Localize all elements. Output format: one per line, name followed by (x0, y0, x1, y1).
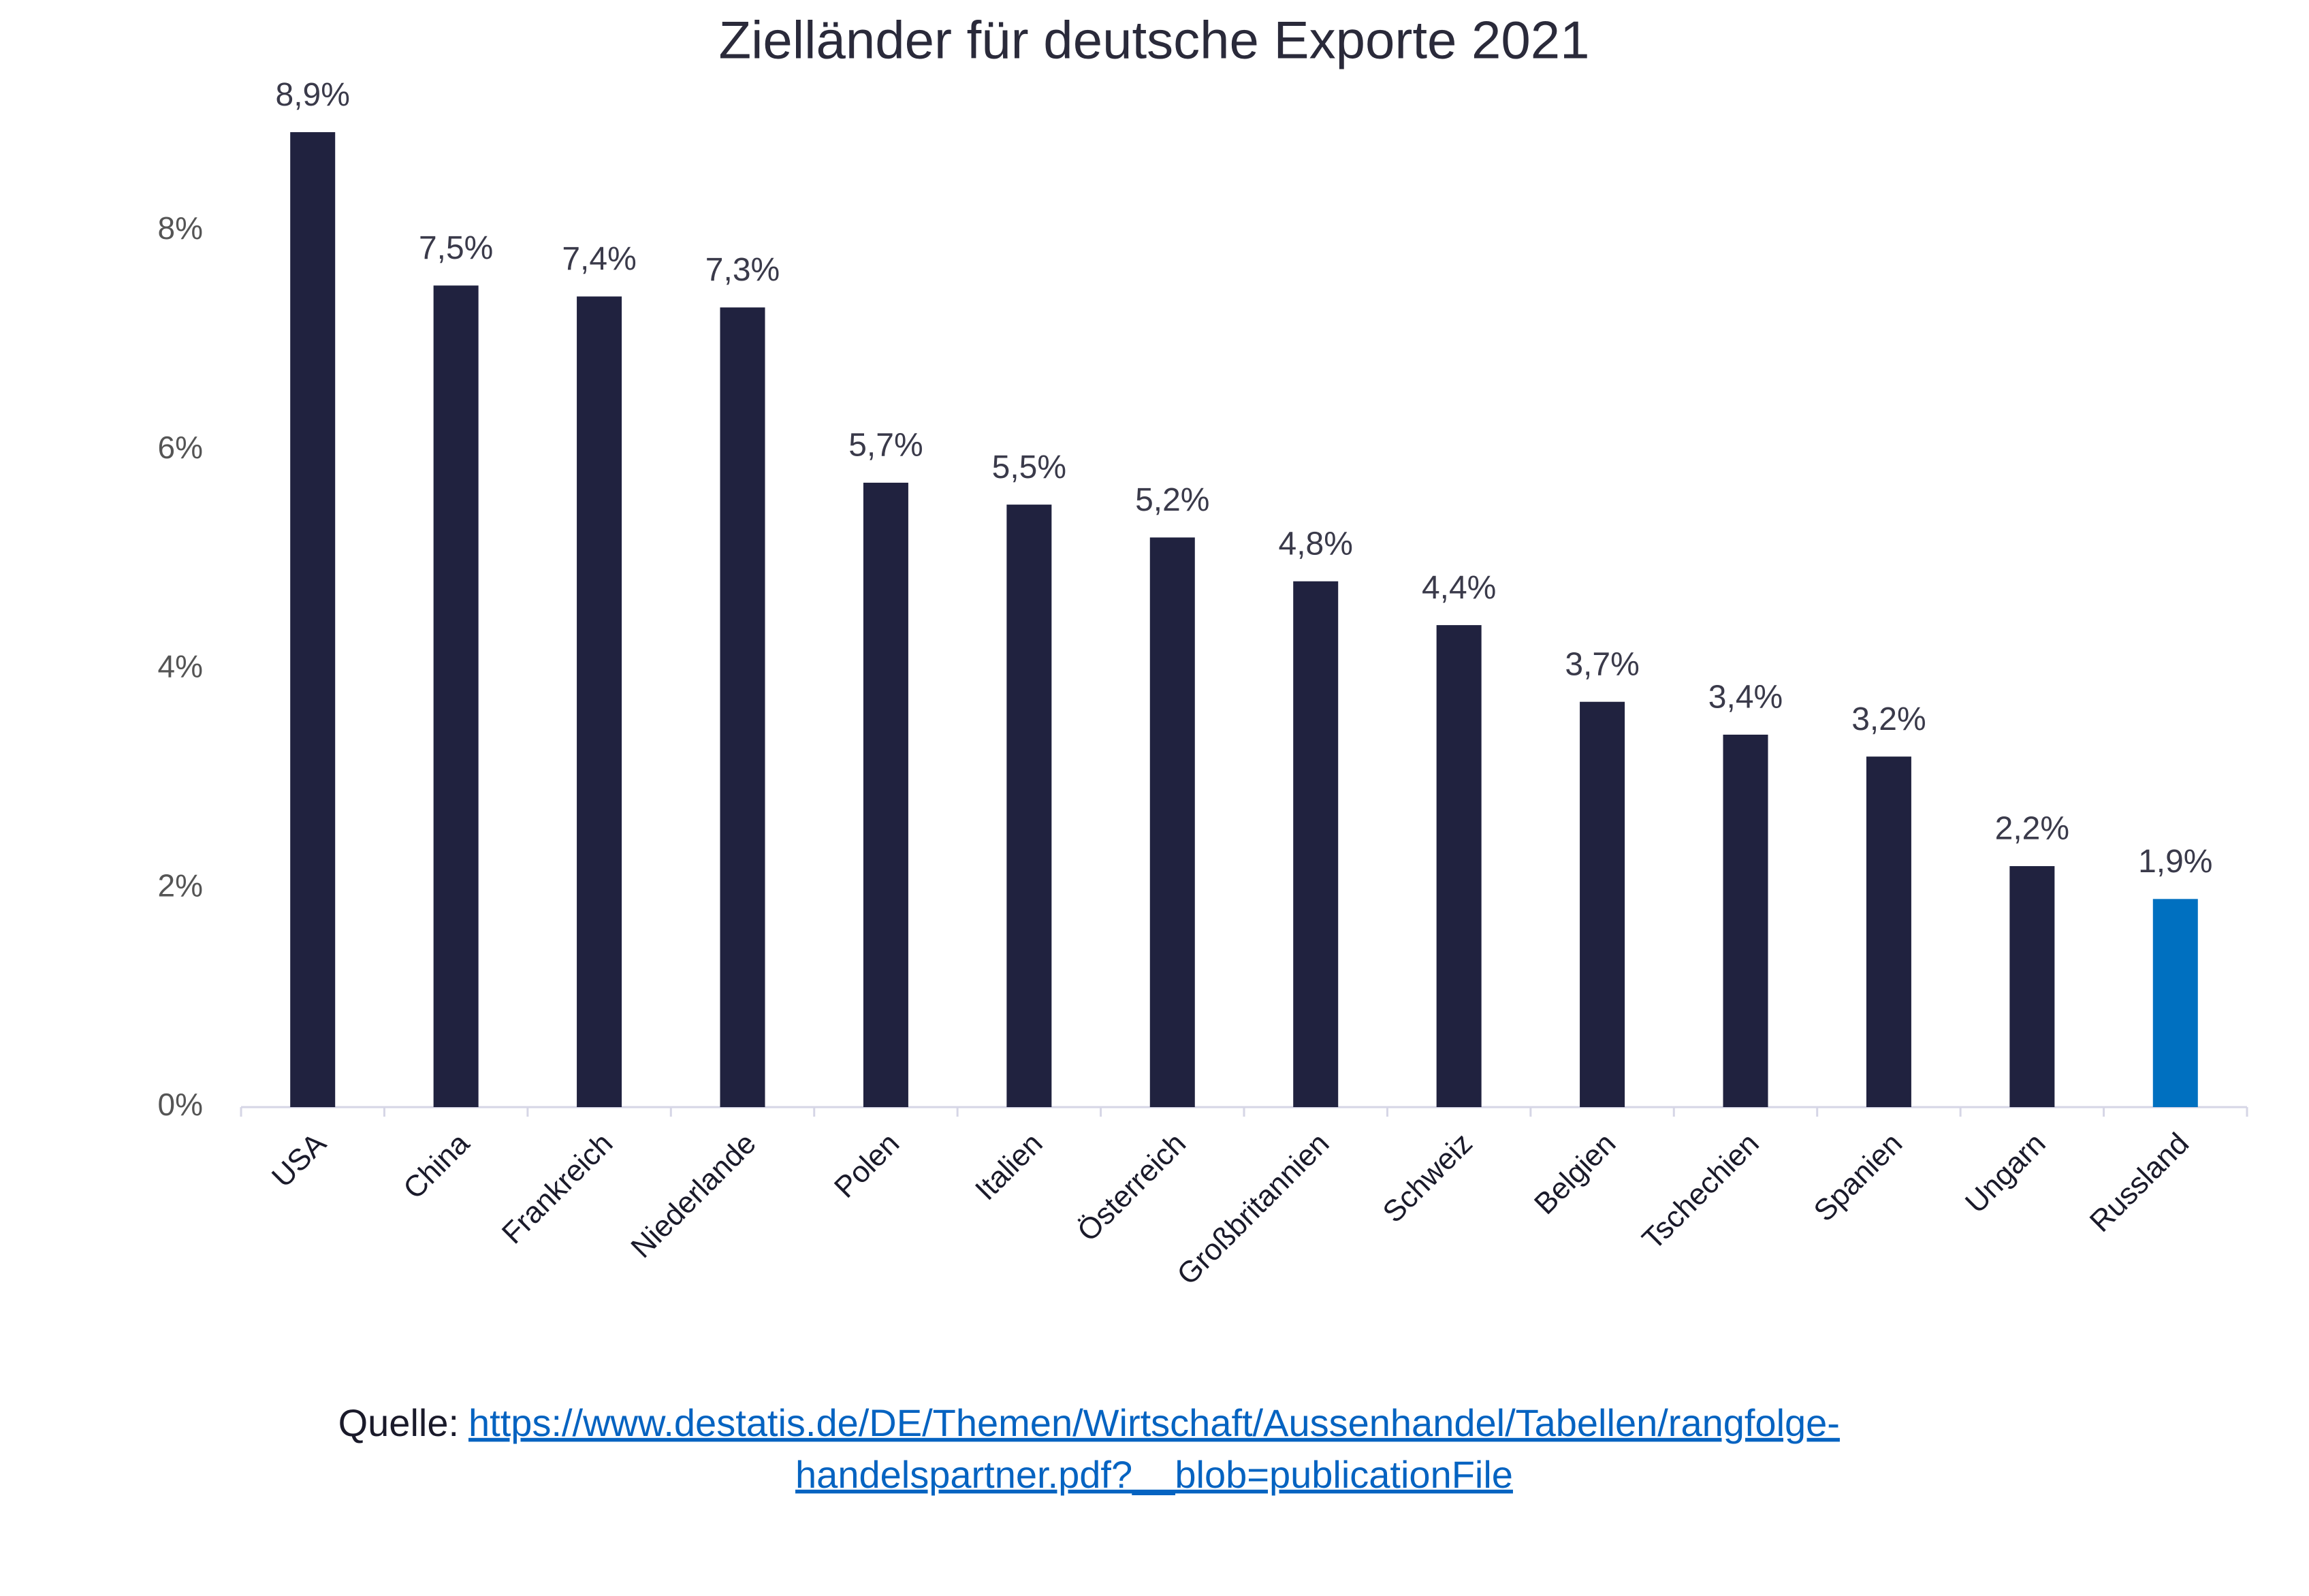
source-link[interactable]: handelspartner.pdf?__blob=publicationFil… (795, 1453, 1513, 1496)
value-label: 4,8% (1279, 526, 1353, 562)
chart-title: Zielländer für deutsche Exporte 2021 (718, 10, 1589, 70)
bar (290, 132, 336, 1108)
x-tick-label: Spanien (1807, 1127, 1909, 1228)
bar (1580, 701, 1625, 1107)
x-tick-label: Niederlande (624, 1127, 762, 1264)
bar (2009, 866, 2055, 1107)
value-label: 5,5% (992, 449, 1066, 485)
x-tick-label: Tschechien (1636, 1127, 1765, 1256)
x-tick-label: Belgien (1528, 1127, 1622, 1221)
bar (1293, 581, 1339, 1107)
x-tick-label: Großbritannien (1171, 1127, 1335, 1292)
value-label: 7,3% (705, 252, 780, 288)
value-label: 7,4% (562, 241, 636, 277)
bar (1723, 734, 1768, 1107)
value-label: 1,9% (2138, 844, 2212, 880)
y-tick-label: 6% (158, 430, 203, 465)
bar (863, 482, 908, 1107)
source-link[interactable]: https://www.destatis.de/DE/Themen/Wirtsc… (468, 1401, 1840, 1444)
value-label: 7,5% (419, 230, 493, 266)
bar (1006, 505, 1052, 1107)
bar (1149, 537, 1195, 1107)
value-label: 4,4% (1422, 570, 1496, 606)
value-label: 3,2% (1851, 701, 1926, 737)
bar (2152, 899, 2198, 1107)
x-tick-label: Polen (828, 1127, 906, 1204)
y-tick-label: 2% (158, 867, 203, 903)
value-label: 8,9% (276, 77, 350, 113)
bar (1866, 756, 1911, 1107)
x-tick-label: Schweiz (1376, 1127, 1479, 1230)
value-label: 3,4% (1708, 680, 1783, 716)
value-label: 5,2% (1135, 482, 1209, 518)
y-tick-label: 8% (158, 210, 203, 246)
source-label: Quelle: (338, 1401, 459, 1444)
bar (577, 296, 622, 1107)
x-tick-label: China (397, 1126, 476, 1205)
y-tick-label: 4% (158, 649, 203, 684)
x-tick-label: Österreich (1071, 1127, 1192, 1248)
x-tick-label: Italien (969, 1127, 1049, 1207)
value-label: 5,7% (848, 428, 923, 464)
x-tick-label: Russland (2084, 1127, 2195, 1239)
x-tick-label: Frankreich (496, 1127, 620, 1251)
x-tick-label: USA (266, 1126, 333, 1194)
x-tick-label: Ungarn (1959, 1127, 2052, 1220)
bar (433, 285, 479, 1107)
bar (720, 307, 765, 1107)
value-label: 3,7% (1565, 646, 1639, 682)
bar (1436, 625, 1482, 1107)
y-tick-label: 0% (158, 1087, 203, 1122)
value-label: 2,2% (1995, 811, 2069, 847)
